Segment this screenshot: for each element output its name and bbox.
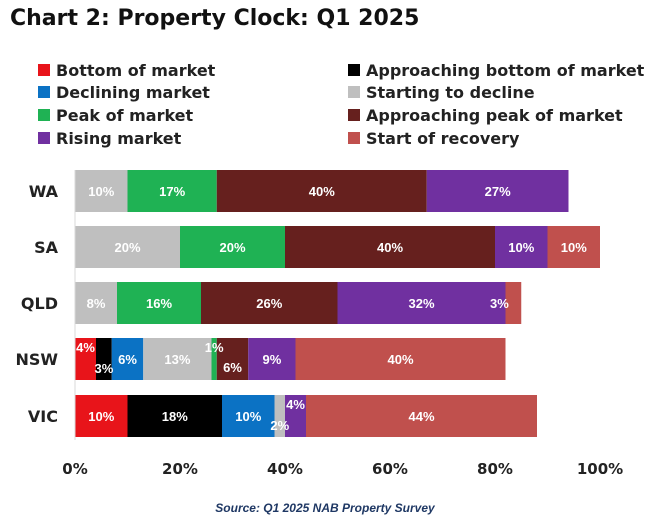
legend-swatch [38,86,50,98]
data-label: 17% [159,184,185,199]
legend-label: Starting to decline [366,82,535,102]
data-label: 8% [87,296,106,311]
bar-segment [495,226,548,268]
legend-swatch [348,86,360,98]
legend-label: Start of recovery [366,128,520,148]
bar-segment [285,395,306,437]
bar-segment [111,338,144,380]
bar-segment [306,395,537,437]
legend-label: Approaching peak of market [366,105,623,125]
legend-item: Starting to decline [348,82,535,102]
data-label: 2% [270,418,289,433]
bar-segment [426,170,569,212]
data-label: 26% [256,296,282,311]
bar-segment [201,282,338,324]
data-label: 20% [219,240,245,255]
data-label: 27% [485,184,511,199]
data-label: 40% [309,184,335,199]
category-label: QLD [21,294,58,313]
data-label: 44% [408,409,434,424]
data-label: 40% [387,352,413,367]
category-label: WA [29,182,59,201]
chart-source: Source: Q1 2025 NAB Property Survey [215,501,435,515]
x-tick-label: 20% [162,460,198,478]
bar-segment [127,170,217,212]
data-label: 3% [94,361,113,376]
legend-item: Declining market [38,82,210,102]
stacked-bar-chart: WA SA QLD NSW VIC 10% 17% 40% 27% 20% 20% 40% 10% 10%… [15,170,623,478]
legend-swatch [348,109,360,121]
bar-segment [222,395,275,437]
data-label: 6% [223,360,242,375]
data-label: 13% [164,352,190,367]
data-label: 40% [377,240,403,255]
category-label: VIC [28,407,58,426]
data-label: 10% [88,409,114,424]
bar-segment [248,338,296,380]
data-label: 20% [114,240,140,255]
x-tick-label: 40% [267,460,303,478]
bar-segment [75,395,128,437]
data-label: 4% [286,397,305,412]
legend-label: Bottom of market [56,60,216,80]
legend-swatch [348,132,360,144]
legend-label: Approaching bottom of market [366,60,645,80]
bar-segment [216,170,427,212]
bar-segment [180,226,285,268]
legend-swatch [348,64,360,76]
data-label: 6% [118,352,137,367]
bar-segment [505,282,522,324]
data-label: 10% [508,240,534,255]
bar-segment [211,338,217,380]
x-tick-label: 100% [577,460,623,478]
bar-segment [547,226,600,268]
legend-swatch [38,132,50,144]
data-label: 18% [162,409,188,424]
legend-item: Approaching bottom of market [348,60,644,80]
bar-segment [285,226,495,268]
bar-segment [127,395,222,437]
x-tick-label: 60% [372,460,408,478]
data-label: 1% [205,340,224,355]
bar-segment [117,282,201,324]
data-label: 9% [262,352,281,367]
data-label: 32% [408,296,434,311]
legend-item: Start of recovery [348,128,519,148]
bar-segment [75,338,96,380]
legend-item: Approaching peak of market [348,105,623,125]
data-label: 4% [76,340,95,355]
data-label: 16% [146,296,172,311]
bar-segment [295,338,506,380]
x-tick-label: 80% [477,460,513,478]
bar-segment [96,338,112,380]
category-label: SA [34,238,59,257]
bar-segment [75,226,180,268]
data-label: 10% [235,409,261,424]
legend-label: Rising market [56,128,182,148]
legend-swatch [38,64,50,76]
legend-item: Peak of market [38,105,193,125]
bar-segment [337,282,506,324]
data-label: 10% [88,184,114,199]
bar-segment [143,338,212,380]
legend-label: Peak of market [56,105,194,125]
category-label: NSW [15,350,58,369]
legend-label: Declining market [56,82,210,102]
data-label: 3% [490,296,509,311]
x-tick-label: 0% [62,460,87,478]
bar-segment [274,395,285,437]
data-label: 10% [561,240,587,255]
bar-segment [216,338,249,380]
chart-title: Chart 2: Property Clock: Q1 2025 [10,6,420,31]
legend-item: Rising market [38,128,181,148]
bar-segment [75,170,128,212]
legend-item: Bottom of market [38,60,215,80]
bar-segment [75,282,117,324]
legend-swatch [38,109,50,121]
